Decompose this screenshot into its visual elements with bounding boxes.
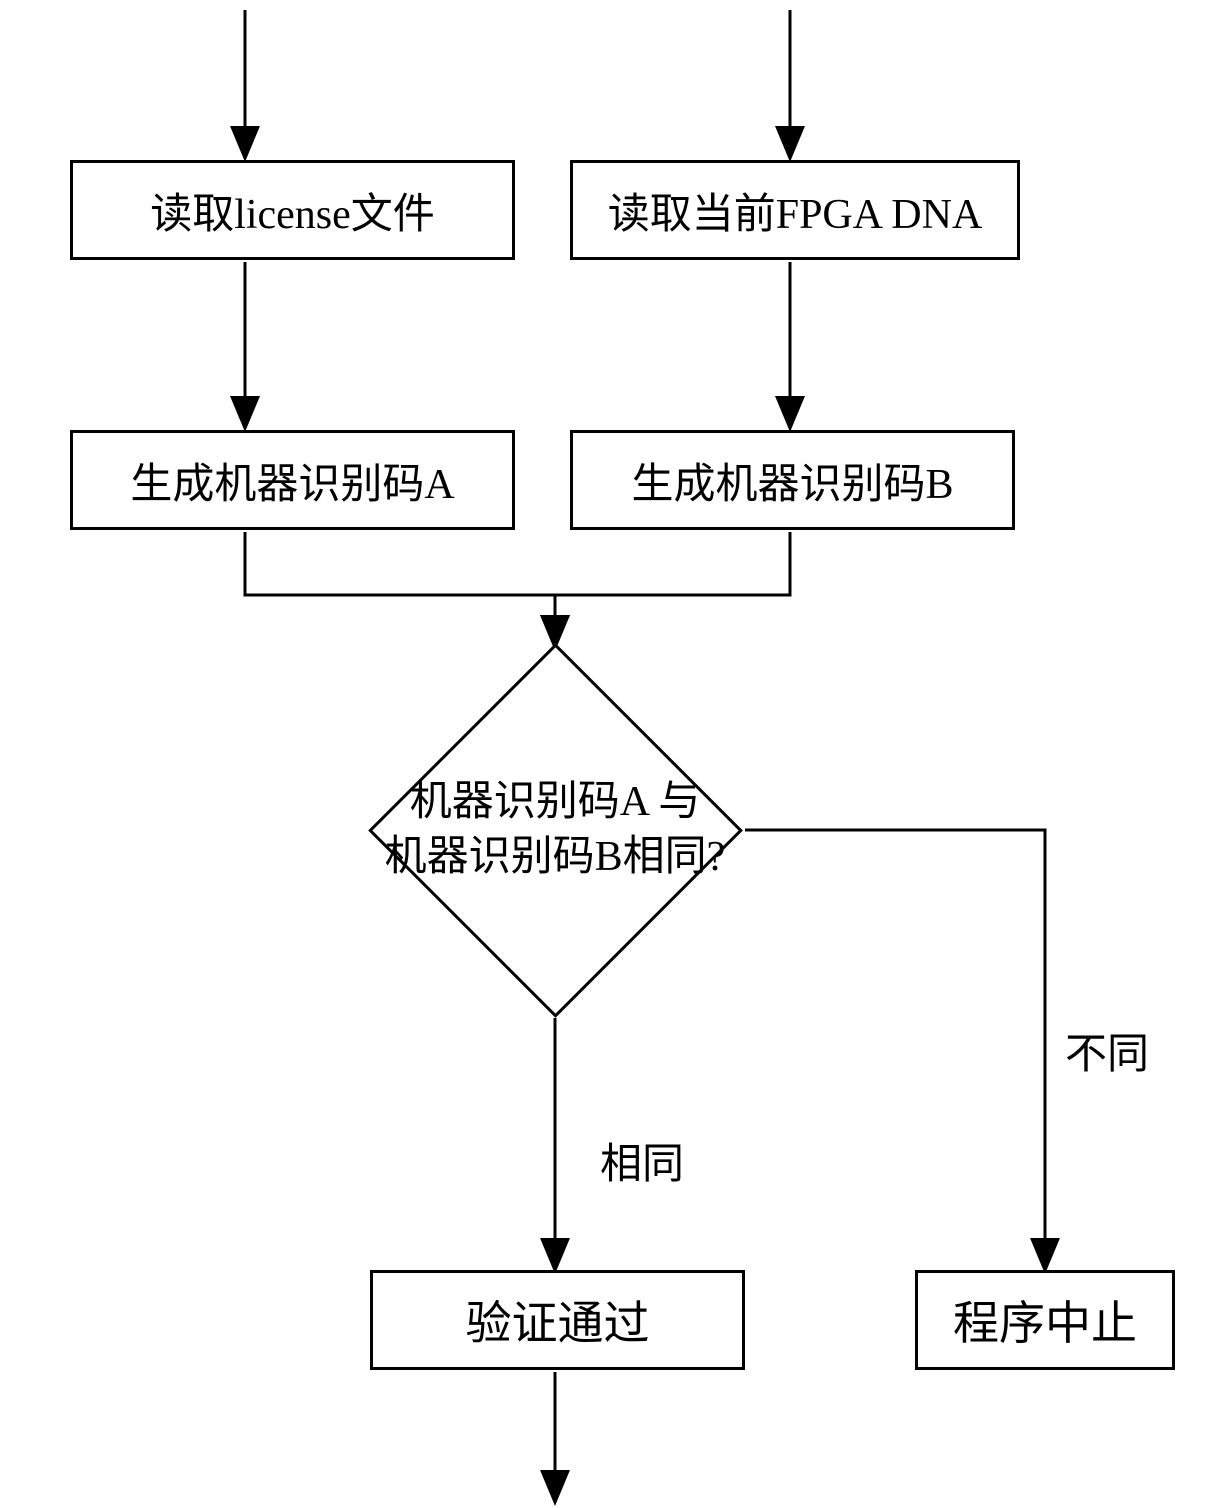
node-read-fpga: 读取当前FPGA DNA <box>570 160 1020 260</box>
node-gen-code-a: 生成机器识别码A <box>70 430 515 530</box>
node-label: 生成机器识别码A <box>130 450 454 511</box>
edge-label-same: 相同 <box>600 1130 684 1191</box>
node-verify-pass: 验证通过 <box>370 1270 745 1370</box>
node-label: 生成机器识别码B <box>631 450 953 511</box>
node-read-license: 读取license文件 <box>70 160 515 260</box>
edge-label-not-same: 不同 <box>1065 1020 1149 1081</box>
decision-line1: 机器识别码A 与 <box>410 775 701 830</box>
node-gen-code-b: 生成机器识别码B <box>570 430 1015 530</box>
node-abort: 程序中止 <box>915 1270 1175 1370</box>
node-label: 读取当前FPGA DNA <box>608 180 983 241</box>
node-label: 验证通过 <box>466 1287 650 1353</box>
node-label: 程序中止 <box>953 1287 1137 1353</box>
node-label: 读取license文件 <box>150 180 435 241</box>
decision-line2: 机器识别码B相同? <box>385 830 726 885</box>
node-decision: 机器识别码A 与 机器识别码B相同? <box>368 643 743 1018</box>
